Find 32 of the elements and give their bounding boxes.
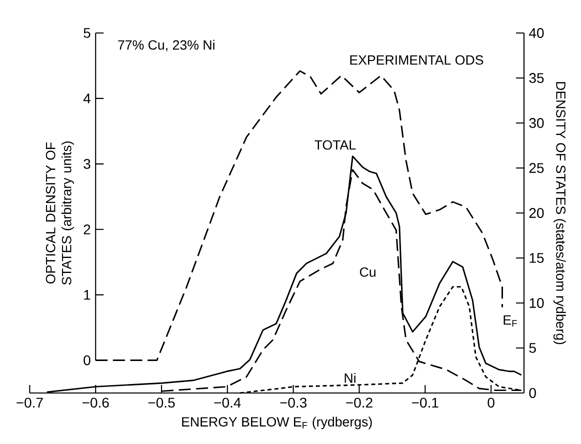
series-label: TOTAL: [314, 140, 356, 150]
y2-tick-label: 5: [529, 343, 536, 353]
x-axis-title: ENERGY BELOW E$_{F}$ (rydbergs): [182, 416, 372, 430]
x-tick-label: −0.2: [346, 398, 372, 408]
x-tick-label: −0.4: [214, 398, 241, 408]
x-tick-label: −0.3: [280, 398, 307, 408]
x-tick-label: −0.5: [148, 398, 175, 408]
x-tick-label: 0: [488, 398, 494, 408]
y2-tick-label: 15: [530, 253, 544, 263]
y-tick-label: 3: [84, 158, 90, 169]
y-axis-title: OPTICAL DENSITY OF STATES (arbitrary units): [46, 141, 74, 285]
x-tick-label: −0.1: [412, 398, 438, 408]
y2-tick-label: 10: [530, 298, 544, 308]
chart-title: 77% Cu, 23% Ni: [118, 40, 214, 52]
annotation: E$_{F}$: [504, 315, 517, 327]
y-tick-label: 5: [84, 28, 90, 38]
y2-tick-label: 35: [529, 73, 544, 83]
series-label: Ni: [344, 373, 356, 383]
y-tick-label: 0: [84, 355, 90, 366]
y-tick-label: 2: [84, 224, 90, 234]
x-tick-label: −0.6: [82, 398, 109, 408]
y2-tick-label: 0: [529, 388, 536, 398]
y2-axis-title: DENSITY OF STATES (states/atom rydberg): [553, 82, 566, 344]
y2-tick-label: 20: [529, 208, 544, 218]
x-tick-label: −0.7: [16, 398, 43, 408]
y2-tick-label: 30: [529, 118, 544, 128]
y-tick-label: 1: [84, 290, 90, 300]
y-tick-label: 4: [83, 94, 90, 104]
series-label: EXPERIMENTAL ODS: [350, 55, 484, 65]
y2-tick-label: 25: [529, 163, 544, 173]
y2-tick-label: 40: [529, 28, 544, 38]
series-label: Cu: [360, 267, 376, 277]
